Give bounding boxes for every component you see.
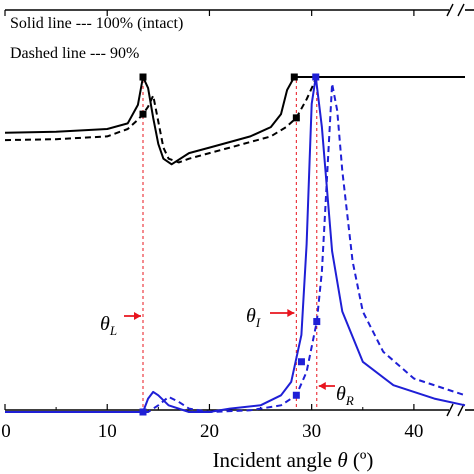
marker-7 <box>297 358 305 366</box>
tick-labels: 0 10 20 30 40 <box>1 421 423 442</box>
series-line-3 <box>5 82 466 413</box>
marker-1 <box>139 110 147 118</box>
x-axis-label-text: Incident angle <box>213 448 338 472</box>
top-axis-break-1 <box>446 3 454 17</box>
annotation-arrow-L-head <box>134 312 141 320</box>
x-axis-break-1 <box>446 403 454 417</box>
series-line-1 <box>4 76 322 164</box>
x-tick-label-3: 30 <box>302 421 321 442</box>
x-axis-label-symbol: θ <box>337 448 347 472</box>
marker-6 <box>292 391 300 399</box>
series-line-0 <box>4 76 465 166</box>
annotation-arrow-I-head <box>287 309 295 317</box>
series-group <box>4 76 466 413</box>
reference-lines <box>142 80 318 410</box>
series-line-2 <box>5 76 466 413</box>
marker-3 <box>292 114 300 122</box>
markers-group <box>139 73 321 416</box>
annotation-arrow-R-head <box>318 382 326 390</box>
axes <box>4 3 474 417</box>
top-axis-break-2 <box>457 3 465 17</box>
annotation-theta-L: θL <box>100 313 117 338</box>
marker-0 <box>139 73 147 81</box>
marker-4 <box>312 73 320 81</box>
x-axis-label-unit: (º) <box>348 448 374 472</box>
annotation-theta-I: θI <box>246 305 261 330</box>
legend-line-2: Dashed line --- 90% <box>10 45 139 62</box>
x-axis-break-2 <box>457 403 465 417</box>
marker-2 <box>290 73 298 81</box>
x-tick-label-1: 10 <box>98 421 117 442</box>
x-tick-label-0: 0 <box>1 421 11 442</box>
annotations-group: θL θI θR <box>100 305 354 408</box>
x-tick-label-4: 40 <box>404 421 423 442</box>
marker-5 <box>139 408 147 416</box>
annotation-theta-R: θR <box>336 383 354 408</box>
x-tick-label-2: 20 <box>200 421 219 442</box>
legend-line-1: Solid line --- 100% (intact) <box>10 15 183 32</box>
x-axis-label: Incident angle θ (º) <box>213 448 374 472</box>
marker-8 <box>313 318 321 326</box>
